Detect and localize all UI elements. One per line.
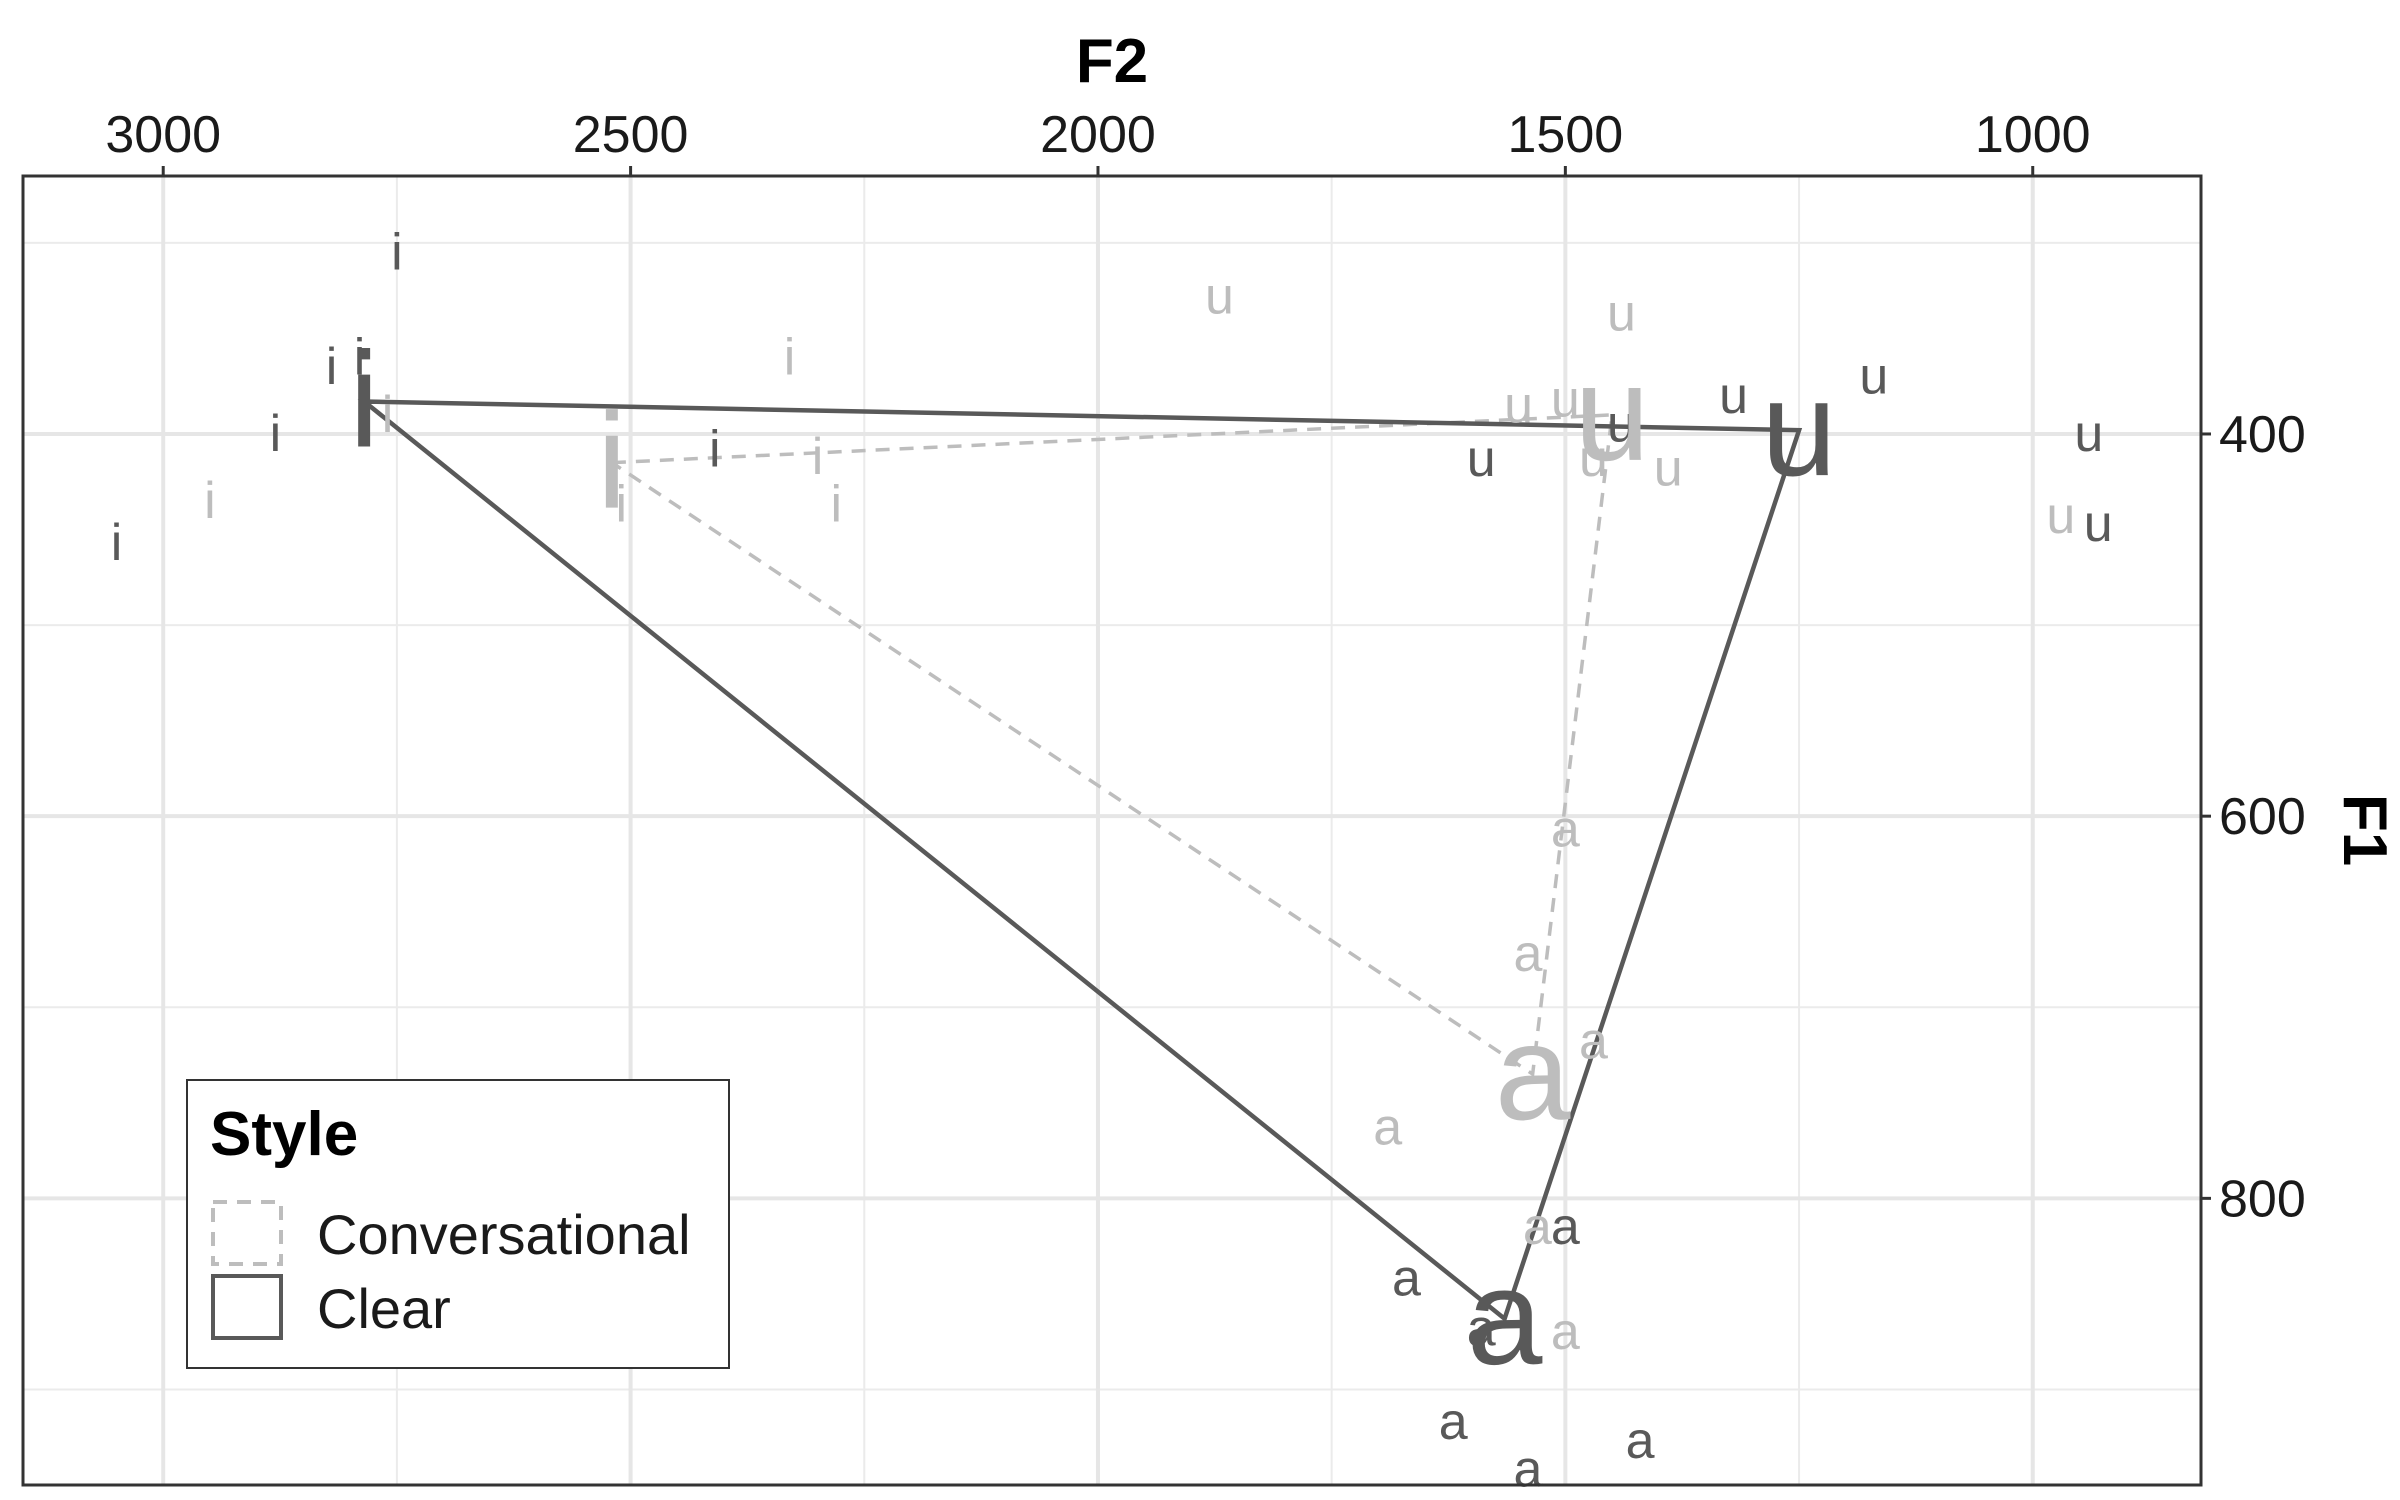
token-clear-a: a: [1392, 1250, 1421, 1308]
token-clear-i: i: [354, 329, 366, 387]
vowel-triangles: [357, 399, 1803, 1323]
token-conversational-a: a: [1579, 1013, 1608, 1071]
token-clear-u: u: [1719, 367, 1748, 425]
token-clear-u: u: [1859, 348, 1888, 406]
token-conversational-i: i: [204, 472, 216, 530]
mean-conversational-a: a: [1495, 996, 1571, 1148]
token-conversational-u: u: [1579, 430, 1608, 488]
token-clear-i: i: [391, 223, 403, 281]
token-clear-u: u: [1467, 430, 1496, 488]
mean-clear-a: a: [1467, 1241, 1543, 1393]
mean-clear-i: i: [349, 323, 379, 475]
token-conversational-u: u: [1504, 376, 1533, 434]
y-tick-label: 400: [2219, 406, 2306, 464]
token-conversational-u: u: [1205, 267, 1234, 325]
token-clear-i: i: [709, 420, 721, 478]
token-clear-a: a: [1439, 1393, 1468, 1451]
triangle-conversational: [606, 413, 1615, 1078]
token-conversational-a: a: [1514, 925, 1543, 983]
token-conversational-u: u: [1551, 371, 1580, 429]
token-conversational-u: u: [1654, 439, 1683, 497]
token-conversational-i: i: [615, 476, 627, 534]
y-axis: 400 600 800: [2201, 406, 2306, 1228]
mean-clear-u: u: [1761, 352, 1837, 504]
x-axis: 3000 2500 2000 1500 1000: [105, 106, 2091, 176]
token-conversational-i: i: [812, 428, 824, 486]
mean-conversational-i: i: [597, 385, 627, 537]
token-clear-u: u: [1607, 395, 1636, 453]
token-clear-u: u: [2084, 495, 2113, 553]
token-conversational-u: u: [2046, 487, 2075, 545]
y-axis-title: F1: [2330, 794, 2399, 866]
x-tick-label: 1500: [1508, 106, 1624, 164]
x-tick-label: 1000: [1975, 106, 2091, 164]
token-clear-u: u: [2074, 405, 2103, 463]
x-tick-label: 3000: [105, 106, 221, 164]
x-tick-label: 2500: [573, 106, 689, 164]
token-clear-a: a: [1551, 1198, 1580, 1256]
x-axis-title: F2: [1076, 27, 1148, 96]
legend-key-clear: [211, 1274, 283, 1340]
x-tick-label: 2000: [1040, 106, 1156, 164]
token-conversational-a: a: [1551, 801, 1580, 859]
token-conversational-i: i: [382, 386, 394, 444]
token-conversational-i: i: [830, 476, 842, 534]
legend-label-conversational: Conversational: [317, 1203, 691, 1266]
token-conversational-a: a: [1551, 1303, 1580, 1361]
token-clear-i: i: [326, 338, 338, 396]
legend-label-clear: Clear: [317, 1277, 451, 1340]
legend-key-conversational: [211, 1200, 283, 1266]
token-conversational-u: u: [1607, 285, 1636, 343]
triangle-clear: [357, 399, 1803, 1323]
legend-title: Style: [210, 1100, 358, 1169]
plot-border: [21, 174, 2203, 1487]
mean-conversational-u: u: [1574, 337, 1650, 489]
token-clear-i: i: [270, 405, 282, 463]
token-clear-a: a: [1514, 1441, 1543, 1499]
y-tick-label: 800: [2219, 1170, 2306, 1228]
token-clear-a: a: [1467, 1299, 1496, 1357]
y-tick-label: 600: [2219, 788, 2306, 846]
token-conversational-a: a: [1523, 1198, 1552, 1256]
legend: Style Conversational Clear: [186, 1079, 730, 1369]
token-conversational-a: a: [1373, 1099, 1402, 1157]
token-conversational-i: i: [784, 329, 796, 387]
token-clear-a: a: [1626, 1412, 1655, 1470]
token-clear-i: i: [111, 514, 123, 572]
vowel-means: i u a i u a: [349, 323, 1837, 1392]
